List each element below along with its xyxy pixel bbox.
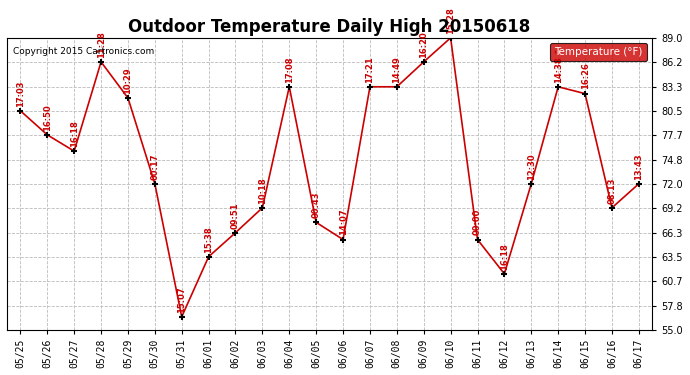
Text: 15:07: 15:07 bbox=[177, 286, 186, 313]
Text: 10:29: 10:29 bbox=[124, 67, 132, 94]
Text: 13:43: 13:43 bbox=[634, 153, 643, 180]
Text: 08:13: 08:13 bbox=[607, 177, 616, 204]
Text: 14:49: 14:49 bbox=[393, 56, 402, 82]
Text: Copyright 2015 Cartronics.com: Copyright 2015 Cartronics.com bbox=[13, 46, 155, 56]
Title: Outdoor Temperature Daily High 20150618: Outdoor Temperature Daily High 20150618 bbox=[128, 18, 531, 36]
Text: 15:28: 15:28 bbox=[446, 7, 455, 34]
Text: 14:07: 14:07 bbox=[339, 209, 348, 236]
Text: 15:38: 15:38 bbox=[204, 226, 213, 252]
Text: 16:50: 16:50 bbox=[43, 104, 52, 130]
Legend: Temperature (°F): Temperature (°F) bbox=[551, 43, 647, 62]
Text: 14:38: 14:38 bbox=[553, 56, 562, 82]
Text: 11:28: 11:28 bbox=[97, 31, 106, 58]
Text: 16:18: 16:18 bbox=[70, 120, 79, 147]
Text: 16:26: 16:26 bbox=[580, 63, 589, 90]
Text: 16:18: 16:18 bbox=[500, 243, 509, 270]
Text: 17:03: 17:03 bbox=[16, 80, 25, 106]
Text: 10:18: 10:18 bbox=[258, 177, 267, 204]
Text: 17:08: 17:08 bbox=[285, 56, 294, 82]
Text: 00:00: 00:00 bbox=[473, 209, 482, 236]
Text: 00:43: 00:43 bbox=[312, 192, 321, 218]
Text: 12:30: 12:30 bbox=[526, 153, 535, 180]
Text: 09:51: 09:51 bbox=[231, 202, 240, 228]
Text: 16:20: 16:20 bbox=[420, 31, 428, 58]
Text: 17:21: 17:21 bbox=[366, 56, 375, 82]
Text: 00:17: 00:17 bbox=[150, 153, 159, 180]
